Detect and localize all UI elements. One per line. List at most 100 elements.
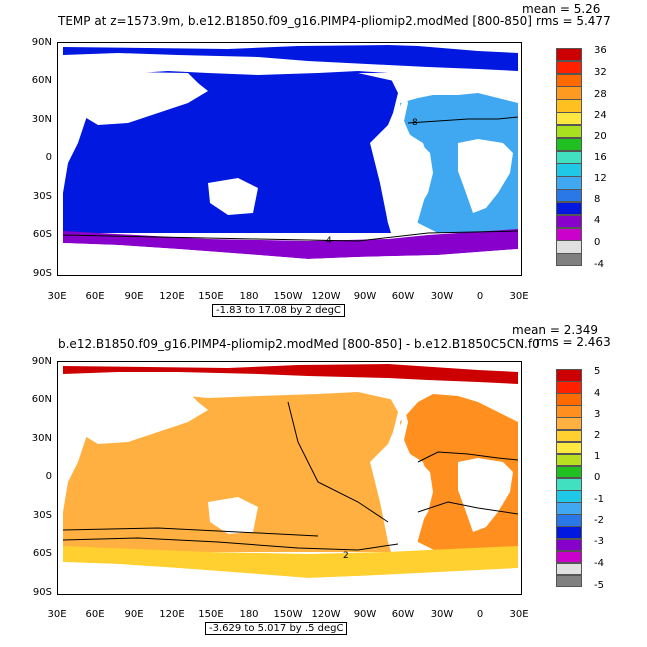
southern-ocean-band: [63, 546, 518, 578]
top-xtick-label: 90E: [124, 291, 144, 302]
bottom-colorbar-label: 0: [594, 472, 601, 483]
colorbar-swatch: [556, 453, 582, 467]
bottom-ytick-label: 0: [45, 471, 52, 482]
colorbar-swatch: [556, 465, 582, 479]
australia-land: [208, 178, 258, 215]
bottom-colorbar: [556, 369, 582, 588]
top-ytick-label: 90N: [31, 37, 52, 48]
top-xtick-label: 180: [239, 291, 259, 302]
bottom-colorbar-label: -1: [594, 494, 604, 505]
top-ytick-label: 60S: [32, 229, 52, 240]
bottom-colorbar-label: -5: [594, 580, 604, 591]
contour-line-4: [62, 230, 519, 242]
bottom-ytick-label: 90N: [31, 356, 52, 367]
top-colorbar-label: 20: [594, 131, 607, 142]
top-ytick-label: 30S: [32, 191, 52, 202]
top-colorbar-label: 4: [594, 215, 601, 226]
colorbar-swatch: [556, 550, 582, 564]
top-colorbar-label: 12: [594, 173, 607, 184]
bottom-xtick-label: 150E: [198, 609, 224, 620]
bottom-colorbar-label: 1: [594, 451, 601, 462]
bottom-ytick-label: 90S: [32, 587, 52, 598]
top-xtick-label: 60E: [85, 291, 105, 302]
contour-label-2: 2: [343, 551, 349, 561]
bottom-map-title: b.e12.B1850.f09_g16.PIMP4-pliomip2.modMe…: [58, 337, 540, 351]
top-xtick-label: 150E: [198, 291, 224, 302]
bottom-ytick-label: 30N: [31, 433, 52, 444]
top-ytick-label: 0: [45, 152, 52, 163]
contour-label-8: 8: [412, 118, 418, 128]
colorbar-swatch: [556, 163, 582, 177]
top-colorbar-label: 28: [594, 89, 607, 100]
colorbar-swatch: [556, 417, 582, 431]
colorbar-swatch: [556, 137, 582, 152]
bottom-colorbar-label: 5: [594, 366, 601, 377]
bottom-colorbar-label: 2: [594, 430, 601, 441]
top-map-canvas: 8 4: [58, 45, 519, 275]
antarctica-land: [63, 243, 518, 275]
top-colorbar-label: 0: [594, 237, 601, 248]
top-xtick-label: 0: [476, 291, 484, 302]
top-xtick-label: 120W: [311, 291, 341, 302]
bottom-xtick-label: 120E: [159, 609, 185, 620]
colorbar-swatch: [556, 393, 582, 406]
top-rms-label: rms = 5.477: [536, 14, 611, 28]
colorbar-swatch: [556, 405, 582, 418]
colorbar-swatch: [556, 150, 582, 164]
contour-line-8: [407, 116, 519, 124]
top-xtick-label: 150W: [273, 291, 303, 302]
top-xtick-label: 90W: [353, 291, 377, 302]
colorbar-swatch: [556, 189, 582, 203]
top-colorbar-label: 24: [594, 110, 607, 121]
top-map-plot: 8 4: [57, 42, 522, 276]
antarctica-land: [63, 562, 518, 594]
contour-line: [287, 401, 389, 523]
bottom-colorbar-label: 3: [594, 409, 601, 420]
colorbar-swatch: [556, 369, 582, 382]
eurasia-land: [58, 390, 208, 444]
top-colorbar-label: -4: [594, 259, 604, 270]
bottom-ytick-label: 60N: [31, 394, 52, 405]
contour-line-2: [62, 537, 399, 551]
colorbar-swatch: [556, 490, 582, 503]
bottom-map-canvas: 2: [58, 364, 519, 594]
top-map-title: TEMP at z=1573.9m, b.e12.B1850.f09_g16.P…: [58, 14, 532, 28]
top-colorbar-label: 36: [594, 45, 607, 56]
colorbar-swatch: [556, 176, 582, 190]
bottom-contour-range-label: -3.629 to 5.017 by .5 degC: [205, 622, 348, 635]
top-xtick-label: 60W: [391, 291, 415, 302]
bottom-xtick-label: 30E: [47, 609, 67, 620]
top-contour-range-label: -1.83 to 17.08 by 2 degC: [212, 304, 345, 317]
top-colorbar-label: 32: [594, 67, 607, 78]
eurasia-land: [58, 71, 208, 125]
africa-land: [458, 139, 513, 213]
bottom-xtick-label: 150W: [273, 609, 303, 620]
bottom-colorbar-label: 4: [594, 388, 601, 399]
bottom-mean-label: mean = 2.349: [512, 323, 599, 337]
contour-line: [417, 451, 519, 463]
top-colorbar-label: 16: [594, 152, 607, 163]
bottom-xtick-label: 0: [476, 609, 484, 620]
colorbar-swatch: [556, 214, 582, 229]
bottom-xtick-label: 90E: [124, 609, 144, 620]
colorbar-swatch: [556, 60, 582, 75]
colorbar-swatch: [556, 124, 582, 139]
top-mean-label: mean = 5.26: [522, 2, 601, 16]
top-xtick-label: 30E: [47, 291, 67, 302]
colorbar-swatch: [556, 574, 582, 588]
top-xtick-label: 30W: [430, 291, 454, 302]
colorbar-swatch: [556, 86, 582, 100]
top-ytick-label: 90S: [32, 268, 52, 279]
bottom-xtick-label: 60W: [391, 609, 415, 620]
colorbar-swatch: [556, 112, 582, 126]
bottom-colorbar-label: -2: [594, 515, 604, 526]
bottom-ytick-label: 60S: [32, 548, 52, 559]
colorbar-swatch: [556, 478, 582, 491]
colorbar-swatch: [556, 227, 582, 241]
colorbar-swatch: [556, 381, 582, 394]
colorbar-swatch: [556, 73, 582, 87]
colorbar-swatch: [556, 562, 582, 576]
arctic-ocean-region: [63, 45, 518, 71]
colorbar-swatch: [556, 441, 582, 455]
top-map-panel: TEMP at z=1573.9m, b.e12.B1850.f09_g16.P…: [0, 0, 647, 323]
